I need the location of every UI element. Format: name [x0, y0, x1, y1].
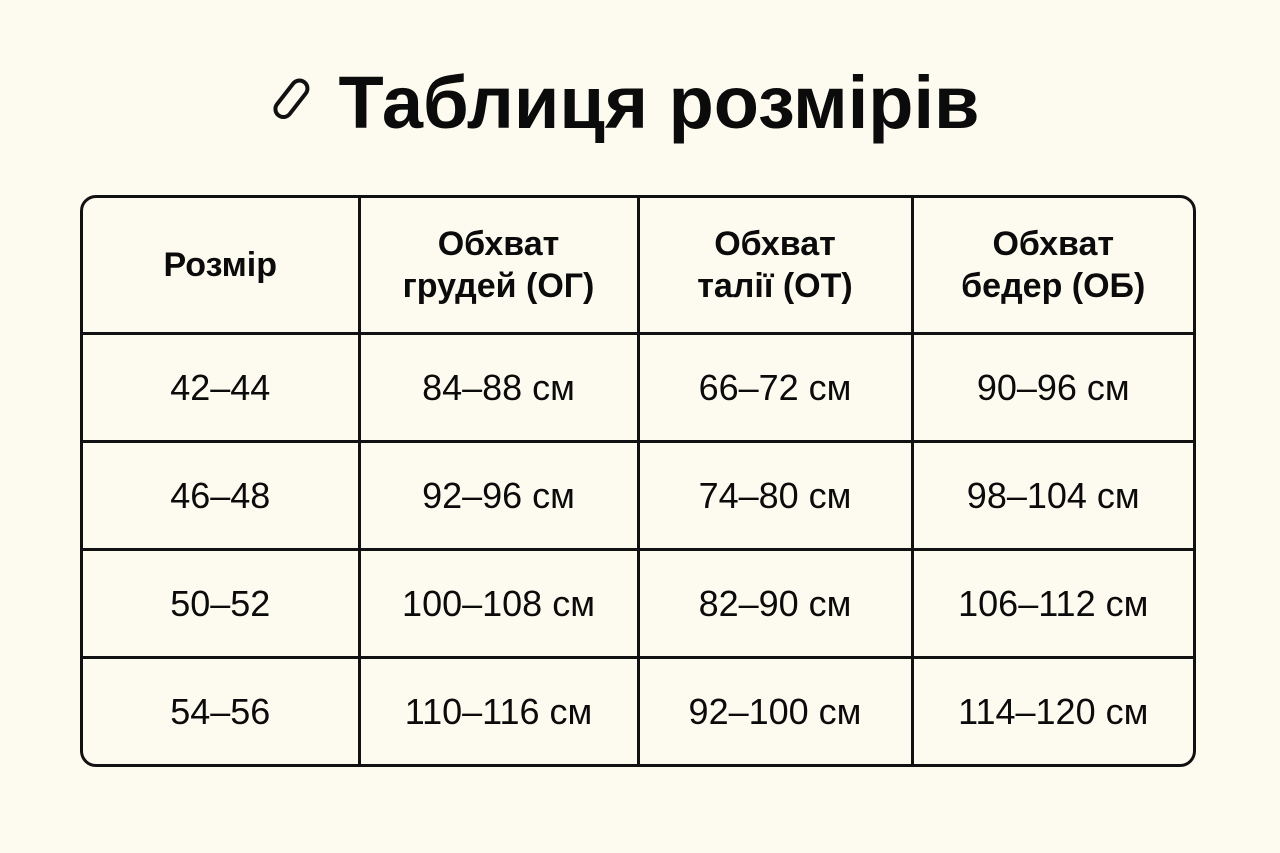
title-block: Таблиця розмірів	[0, 60, 1280, 145]
cell-waist: 82–90 см	[636, 548, 914, 659]
table-row: 54–56 110–116 см 92–100 см 114–120 см	[83, 656, 1193, 764]
header-text: Обхват	[714, 224, 836, 263]
header-chest: Обхват грудей (ОГ)	[357, 198, 640, 335]
header-text: грудей (ОГ)	[402, 267, 595, 305]
cell-waist: 66–72 см	[636, 332, 914, 443]
cell-chest: 92–96 см	[357, 440, 640, 551]
cell-chest: 100–108 см	[357, 548, 640, 659]
cell-hips: 114–120 см	[910, 656, 1193, 764]
header-text: талії (ОТ)	[697, 267, 853, 305]
cell-waist: 74–80 см	[636, 440, 914, 551]
cell-size: 42–44	[83, 332, 361, 443]
cell-hips: 106–112 см	[910, 548, 1193, 659]
size-table: Розмір Обхват грудей (ОГ) Обхват талії (ОТ…	[80, 195, 1196, 767]
cell-size: 54–56	[83, 656, 361, 764]
pill-outline-icon	[270, 77, 316, 128]
header-text: Розмір	[163, 245, 278, 284]
header-text: Обхват	[992, 224, 1115, 263]
cell-hips: 98–104 см	[910, 440, 1193, 551]
cell-chest: 84–88 см	[357, 332, 640, 443]
header-waist: Обхват талії (ОТ)	[636, 198, 914, 335]
cell-size: 46–48	[83, 440, 361, 551]
cell-size: 50–52	[83, 548, 361, 659]
table-row: 46–48 92–96 см 74–80 см 98–104 см	[83, 440, 1193, 551]
page-title: Таблиця розмірів	[338, 61, 980, 144]
cell-chest: 110–116 см	[357, 656, 640, 764]
header-row: Розмір Обхват грудей (ОГ) Обхват талії (ОТ…	[83, 198, 1193, 335]
header-text: бедер (ОБ)	[961, 267, 1146, 305]
cell-hips: 90–96 см	[910, 332, 1193, 443]
cell-waist: 92–100 см	[636, 656, 914, 764]
table-row: 42–44 84–88 см 66–72 см 90–96 см	[83, 332, 1193, 443]
table-row: 50–52 100–108 см 82–90 см 106–112 см	[83, 548, 1193, 659]
header-size: Розмір	[83, 198, 361, 335]
header-hips: Обхват бедер (ОБ)	[910, 198, 1193, 335]
header-text: Обхват	[437, 224, 560, 263]
